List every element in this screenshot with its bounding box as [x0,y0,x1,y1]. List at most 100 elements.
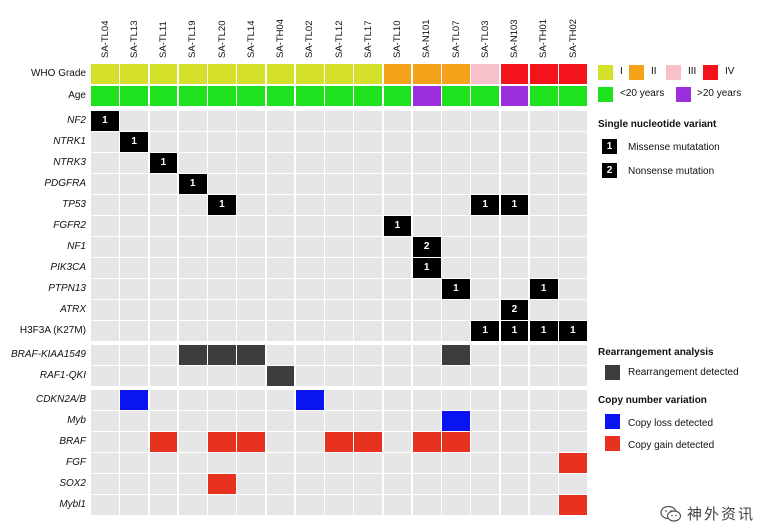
empty-cell [354,195,382,215]
empty-cell [237,258,265,278]
empty-cell [149,279,178,299]
grade-cell [500,64,529,84]
empty-cell [383,237,412,257]
empty-cell [208,495,236,515]
empty-cell [325,411,353,431]
grade-cell [149,64,178,84]
empty-cell [325,495,353,515]
empty-cell [383,300,412,320]
gene-label: FGFR2 [53,220,86,231]
empty-cell [295,195,324,215]
empty-cell [471,237,499,257]
sample-label: SA-TL03 [479,20,491,59]
gene-label: H3F3A (K27M) [19,325,86,336]
empty-cell [529,300,558,320]
snv-mark: 1 [471,321,499,341]
empty-cell [471,474,499,494]
watermark: 神外资讯 [660,503,755,524]
empty-cell [237,279,265,299]
age-cell [383,86,412,106]
age-cell [442,86,470,106]
empty-cell [266,216,295,236]
empty-cell [412,279,441,299]
empty-cell [266,174,295,194]
age-cell [120,86,148,106]
copy-gain-mark [237,432,265,452]
empty-cell [149,174,178,194]
copy-gain-mark [354,432,382,452]
empty-cell [383,495,412,515]
rearrangement-mark [178,345,207,365]
empty-cell [120,216,148,236]
snv-mark: 1 [412,258,441,278]
sample-label: SA-TL14 [245,20,257,59]
empty-cell [208,390,236,410]
gene-label: ATRX [60,304,86,315]
empty-cell [471,390,499,410]
copy-loss-mark [295,390,324,410]
empty-cell [559,237,587,257]
gene-label: NTRK1 [53,136,86,147]
empty-cell [237,300,265,320]
empty-cell [354,453,382,473]
empty-cell [91,474,119,494]
empty-cell [383,474,412,494]
empty-cell [529,195,558,215]
sample-label: SA-TH01 [538,18,550,58]
legend-age-under-label: <20 years [620,88,665,99]
copy-gain-mark [208,474,236,494]
rearrangement-mark [266,366,295,386]
empty-cell [442,237,470,257]
empty-cell [149,366,178,386]
empty-cell [442,258,470,278]
empty-cell [325,174,353,194]
grade-cell [295,64,324,84]
sample-label: SA-TL10 [392,20,404,59]
empty-cell [471,174,499,194]
grade-cell [471,64,499,84]
legend-grade-iv-label: IV [725,66,735,77]
gene-label: NF1 [67,241,86,252]
empty-cell [412,474,441,494]
empty-cell [120,237,148,257]
empty-cell [178,411,207,431]
empty-cell [442,453,470,473]
empty-cell [471,411,499,431]
empty-cell [325,111,353,131]
legend-snv-nonsense-label: Nonsense mutation [628,166,715,177]
empty-cell [120,411,148,431]
empty-cell [383,279,412,299]
empty-cell [266,237,295,257]
empty-cell [442,216,470,236]
empty-cell [178,237,207,257]
grade-cell [266,64,295,84]
empty-cell [383,111,412,131]
copy-gain-mark [442,432,470,452]
legend-grade-i-swatch [598,65,613,80]
empty-cell [149,237,178,257]
empty-cell [471,366,499,386]
empty-cell [149,111,178,131]
empty-cell [412,366,441,386]
empty-cell [500,345,529,365]
gene-label: RAF1-QKI [39,370,86,381]
watermark-text: 神外资讯 [686,506,755,523]
sample-label: SA-TL07 [450,20,462,59]
empty-cell [500,474,529,494]
empty-cell [149,474,178,494]
empty-cell [383,153,412,173]
empty-cell [295,474,324,494]
age-cell [295,86,324,106]
snv-mark: 1 [529,279,558,299]
empty-cell [208,174,236,194]
empty-cell [237,237,265,257]
empty-cell [295,153,324,173]
empty-cell [354,345,382,365]
legend-age-over-label: >20 years [697,88,742,99]
empty-cell [91,258,119,278]
legend-grade-ii-swatch [629,65,644,80]
sample-label: SA-TL19 [187,20,199,59]
empty-cell [266,411,295,431]
empty-cell [178,258,207,278]
snv-mark: 1 [208,195,236,215]
